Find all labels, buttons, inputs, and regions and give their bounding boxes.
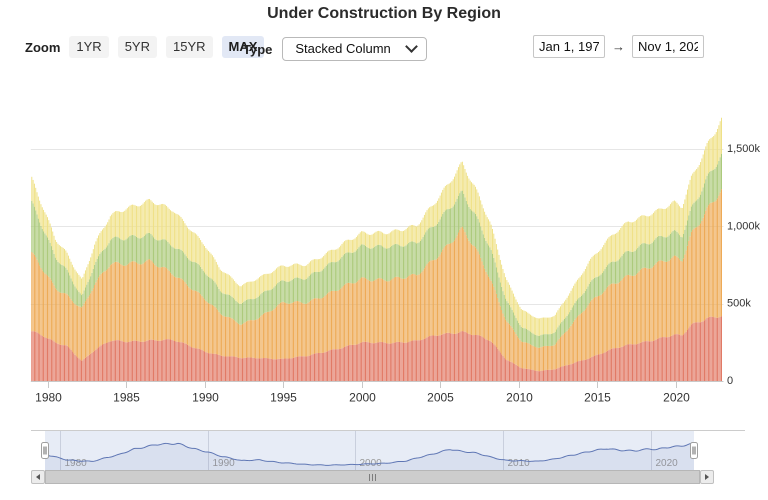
chart-type-group: Type Stacked Column	[243, 37, 427, 61]
chart-type-value: Stacked Column	[295, 41, 391, 56]
date-range-group: →	[533, 35, 704, 58]
zoom-max-button[interactable]: MAX	[221, 36, 265, 58]
date-to-input[interactable]	[632, 35, 704, 58]
scrollbar-grip-icon	[369, 473, 376, 481]
scrollbar-right-arrow-button[interactable]	[700, 470, 714, 484]
zoom-label: Zoom	[25, 39, 61, 55]
zoom-1yr-button[interactable]: 1YR	[69, 36, 109, 58]
triangle-right-icon	[705, 474, 709, 480]
toolbar: Zoom 1YR 5YR 15YR MAX Type Stacked Colum…	[0, 33, 768, 63]
zoom-range-group: Zoom 1YR 5YR 15YR MAX	[25, 36, 265, 58]
chart-type-select[interactable]: Stacked Column	[282, 37, 427, 61]
chevron-down-icon	[404, 40, 418, 53]
date-from-input[interactable]	[533, 35, 605, 58]
triangle-left-icon	[36, 474, 40, 480]
scrollbar-thumb[interactable]	[45, 470, 700, 484]
scrollbar-left-arrow-button[interactable]	[31, 470, 45, 484]
navigator-canvas[interactable]	[0, 428, 768, 472]
navigator-scrollbar	[31, 470, 714, 484]
type-label: Type	[243, 41, 273, 57]
zoom-5yr-button[interactable]: 5YR	[117, 36, 157, 58]
page-title: Under Construction By Region	[267, 5, 501, 22]
stacked-column-chart-canvas[interactable]	[0, 88, 768, 418]
zoom-15yr-button[interactable]: 15YR	[165, 36, 213, 58]
arrow-right-icon: →	[612, 39, 625, 54]
